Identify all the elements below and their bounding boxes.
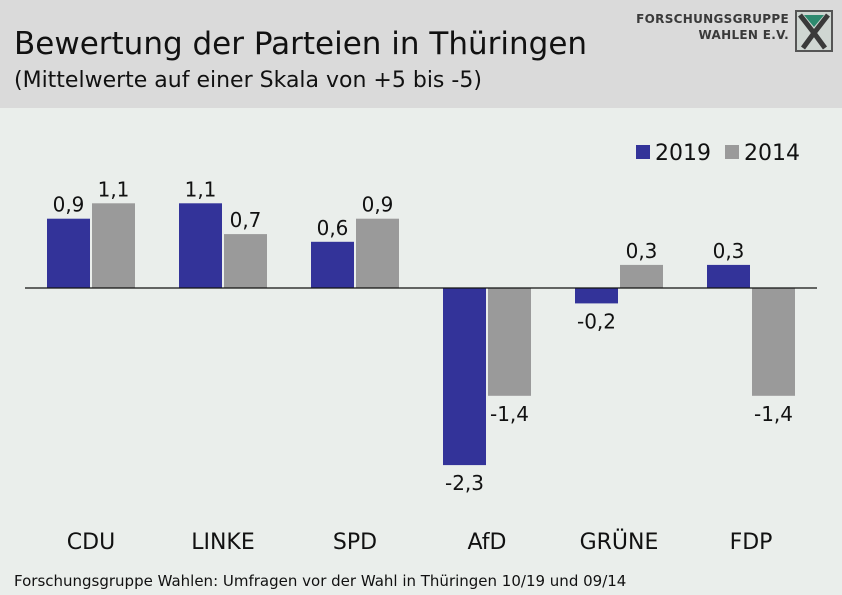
data-label-spd-2019: 0,6 bbox=[317, 216, 349, 240]
category-label-linke: LINKE bbox=[191, 530, 255, 555]
bar-linke-2019 bbox=[179, 203, 222, 288]
category-label-grüne: GRÜNE bbox=[580, 529, 659, 555]
bar-cdu-2014 bbox=[92, 203, 135, 288]
data-label-fdp-2014: -1,4 bbox=[754, 402, 793, 426]
data-label-grüne-2014: 0,3 bbox=[626, 239, 658, 263]
bar-cdu-2019 bbox=[47, 218, 90, 288]
bar-fdp-2014 bbox=[752, 288, 795, 396]
data-label-linke-2019: 1,1 bbox=[185, 177, 217, 201]
legend-label-2019: 2019 bbox=[655, 141, 711, 166]
legend-swatch-2019 bbox=[636, 145, 650, 159]
data-label-grüne-2019: -0,2 bbox=[577, 309, 616, 333]
data-label-cdu-2014: 1,1 bbox=[98, 177, 130, 201]
bar-chart: 0,9 1,1 CDU 1,1 0,7 LINKE 0,6 0,9 SPD -2,3 -1,4 AfD… bbox=[25, 141, 817, 555]
logo-line-2: WAHLEN E.V. bbox=[698, 28, 789, 42]
chart-subtitle: (Mittelwerte auf einer Skala von +5 bis … bbox=[14, 68, 482, 93]
chart-title: Bewertung der Parteien in Thüringen bbox=[14, 26, 588, 62]
legend-swatch-2014 bbox=[725, 145, 739, 159]
logo-text: FORSCHUNGSGRUPPE WAHLEN E.V. bbox=[636, 11, 789, 43]
legend: 2019 2014 bbox=[636, 141, 800, 166]
header: Bewertung der Parteien in Thüringen (Mit… bbox=[0, 0, 842, 108]
category-label-spd: SPD bbox=[333, 530, 377, 555]
bar-linke-2014 bbox=[224, 234, 267, 288]
bar-afd-2014 bbox=[488, 288, 531, 396]
data-label-spd-2014: 0,9 bbox=[362, 193, 394, 217]
legend-label-2014: 2014 bbox=[744, 141, 800, 166]
source-note: Forschungsgruppe Wahlen: Umfragen vor de… bbox=[14, 572, 627, 590]
data-label-fdp-2019: 0,3 bbox=[713, 239, 745, 263]
category-label-afd: AfD bbox=[468, 530, 507, 555]
logo-line-1: FORSCHUNGSGRUPPE bbox=[636, 12, 789, 26]
logo-x-icon bbox=[795, 10, 833, 52]
bars-group: 0,9 1,1 CDU 1,1 0,7 LINKE 0,6 0,9 SPD -2,3 -1,4 AfD… bbox=[47, 177, 795, 555]
bar-spd-2014 bbox=[356, 218, 399, 288]
data-label-afd-2019: -2,3 bbox=[445, 471, 484, 495]
bar-fdp-2019 bbox=[707, 264, 750, 288]
bar-afd-2019 bbox=[443, 288, 486, 466]
data-label-cdu-2019: 0,9 bbox=[53, 193, 85, 217]
data-label-afd-2014: -1,4 bbox=[490, 402, 529, 426]
category-label-cdu: CDU bbox=[67, 530, 115, 555]
bar-grüne-2019 bbox=[575, 288, 618, 304]
bar-spd-2019 bbox=[311, 241, 354, 288]
data-label-linke-2014: 0,7 bbox=[230, 208, 262, 232]
bar-grüne-2014 bbox=[620, 264, 663, 288]
category-label-fdp: FDP bbox=[730, 530, 773, 555]
